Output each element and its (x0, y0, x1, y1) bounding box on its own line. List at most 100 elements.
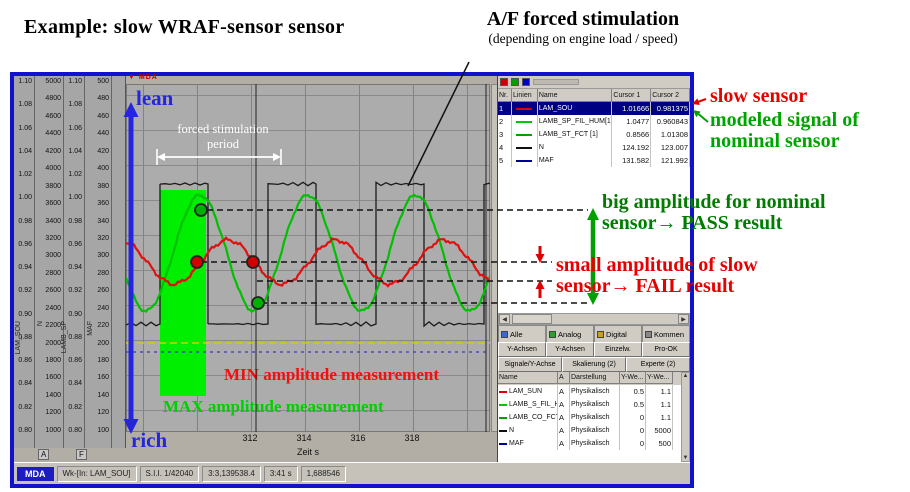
darstellung-value: Physikalisch (570, 437, 620, 450)
axis-letter-a[interactable]: A (38, 449, 50, 460)
panel-button[interactable]: Signale/Y-Achse (498, 357, 562, 372)
active-flag: A (558, 411, 570, 424)
tab-digital[interactable]: Digital (594, 325, 642, 342)
scroll-up-icon[interactable]: ▲ (682, 373, 689, 379)
scale-tick: 400 (97, 165, 109, 173)
scroll-down-icon[interactable]: ▼ (682, 455, 689, 461)
play-icon[interactable] (511, 78, 519, 86)
scale-tick: 1800 (45, 357, 61, 364)
x-tick-label: 316 (350, 433, 366, 443)
line-color-icon (516, 133, 533, 136)
scale-tick: 120 (97, 409, 109, 417)
config-name: LAMB_S_FIL_HUM[1] (498, 398, 558, 411)
line-color-icon (516, 120, 533, 123)
lambda-scale-1: 1.10 1.08 1.06 1.04 1.02 1.00 0.98 0.96 0.94 0.92… (14, 76, 35, 448)
scale-tick: 1.08 (68, 101, 82, 109)
scale-tick: 1.06 (18, 124, 32, 132)
panel-button[interactable]: Pro-OK (642, 342, 690, 357)
scale-tick: 420 (97, 147, 109, 155)
row-number: 2 (498, 115, 512, 128)
y-min-value: 0 (620, 437, 646, 450)
cursor2-value: 121.992 (651, 154, 690, 167)
row-number: 3 (498, 128, 512, 141)
panel-button[interactable]: Einzelw. (594, 342, 642, 357)
scale-tick: 0.92 (18, 287, 32, 295)
note-slow-sensor: slow sensor (710, 85, 808, 107)
scroll-thumb[interactable] (512, 314, 552, 324)
scroll-right-icon[interactable]: ▶ (678, 314, 689, 324)
y-max-value: 1.1 (646, 398, 673, 411)
panel-button[interactable]: Skalierung (2) (562, 357, 626, 372)
af-callout-subtitle: (depending on engine load / speed) (488, 31, 678, 46)
maf-scale: 500 480 460 440 420 400 380 360 340 320 300 280 260 2… (85, 76, 112, 448)
scale-tick: 340 (97, 217, 109, 225)
config-row[interactable]: LAM_SUN A Physikalisch 0.5 1.1 (498, 385, 681, 398)
y-min-value: 0.5 (620, 385, 646, 398)
line-color-icon (499, 390, 507, 393)
column-header: Cursor 2 (651, 89, 690, 102)
vertical-scrollbar[interactable]: ▲ ▼ (681, 372, 690, 462)
scale-tick: 1.02 (18, 171, 32, 179)
tab-icon (645, 330, 652, 338)
scale-axis-label: MAF (87, 321, 94, 336)
signal-row[interactable]: 4 N 124.192 123.007 (498, 141, 690, 154)
status-segments: Wk-[In: LAM_SOU] S.I.I. 1/42040 3:3,139538… (56, 465, 688, 482)
scale-axis-label: LAM_SOU (15, 321, 22, 355)
config-row[interactable]: N A Physikalisch 0 5000 (498, 424, 681, 437)
row-number: 5 (498, 154, 512, 167)
darstellung-value: Physikalisch (570, 385, 620, 398)
cursor2-value: 1.01308 (651, 128, 690, 141)
panel-tabs: Alle Analog Digital Kommen (498, 325, 690, 342)
scale-tick: 0.98 (68, 217, 82, 225)
axis-letter-f[interactable]: F (76, 449, 87, 460)
scale-tick: 1.10 (18, 78, 32, 85)
scale-tick: 0.82 (68, 403, 82, 411)
scale-tick: 0.94 (18, 264, 32, 272)
scale-tick: 3800 (45, 182, 61, 190)
signal-row[interactable]: 2 LAMB_SP_FIL_HUM[1] 1.0477 0.960843 (498, 115, 690, 128)
scale-tick: 0.96 (18, 240, 32, 248)
scale-tick: 4200 (45, 147, 61, 155)
cursor1-value: 0.8566 (612, 128, 652, 141)
scale-tick: 0.80 (68, 426, 82, 434)
tab-label: Analog (558, 329, 582, 339)
column-header: Cursor 1 (612, 89, 652, 102)
tab-analog[interactable]: Analog (546, 325, 594, 342)
scale-tick: 0.84 (68, 380, 82, 388)
cursor2-value: 0.960843 (651, 115, 690, 128)
scale-tick: 160 (97, 374, 109, 382)
scale-tick: 1600 (45, 374, 61, 382)
scale-tick: 2400 (45, 304, 61, 312)
config-row[interactable]: MAF A Physikalisch 0 500 (498, 437, 681, 450)
record-icon[interactable] (500, 78, 508, 86)
scale-tick: 1.08 (18, 101, 32, 109)
panel-button[interactable]: Y-Achsen (498, 342, 546, 357)
column-header: Name (537, 89, 613, 102)
scroll-left-icon[interactable]: ◀ (499, 314, 510, 324)
row-number: 4 (498, 141, 512, 154)
panel-button[interactable]: Y-Achsen (546, 342, 594, 357)
cursor-icon[interactable] (522, 78, 530, 86)
cursor1-value: 131.582 (612, 154, 652, 167)
page-title: Example: slow WRAF-sensor sensor (24, 16, 345, 38)
scale-tick: 4800 (45, 95, 61, 103)
scale-tick: 1.04 (68, 147, 82, 155)
scale-tick: 320 (97, 234, 109, 242)
scale-tick: 380 (97, 182, 109, 190)
column-header: Nr. (498, 89, 512, 102)
panel-button[interactable]: Experte (2) (626, 357, 690, 372)
scale-tick: 0.94 (68, 264, 82, 272)
scale-tick: 1200 (45, 409, 61, 417)
tab-icon (501, 330, 508, 338)
scale-tick: 2600 (45, 287, 61, 295)
x-axis-ticks: 312 314 316 318 (126, 433, 490, 444)
tab-kommen[interactable]: Kommen (642, 325, 690, 342)
signal-row[interactable]: 3 LAMB_ST_FCT [1] 0.8566 1.01308 (498, 128, 690, 141)
tab-alle[interactable]: Alle (498, 325, 546, 342)
horizontal-scrollbar[interactable]: ◀ ▶ (498, 313, 690, 325)
signal-row[interactable]: 1 LAM_SOU 1.01666 0.981375 (498, 102, 690, 115)
signal-row[interactable]: 5 MAF 131.582 121.992 (498, 154, 690, 167)
